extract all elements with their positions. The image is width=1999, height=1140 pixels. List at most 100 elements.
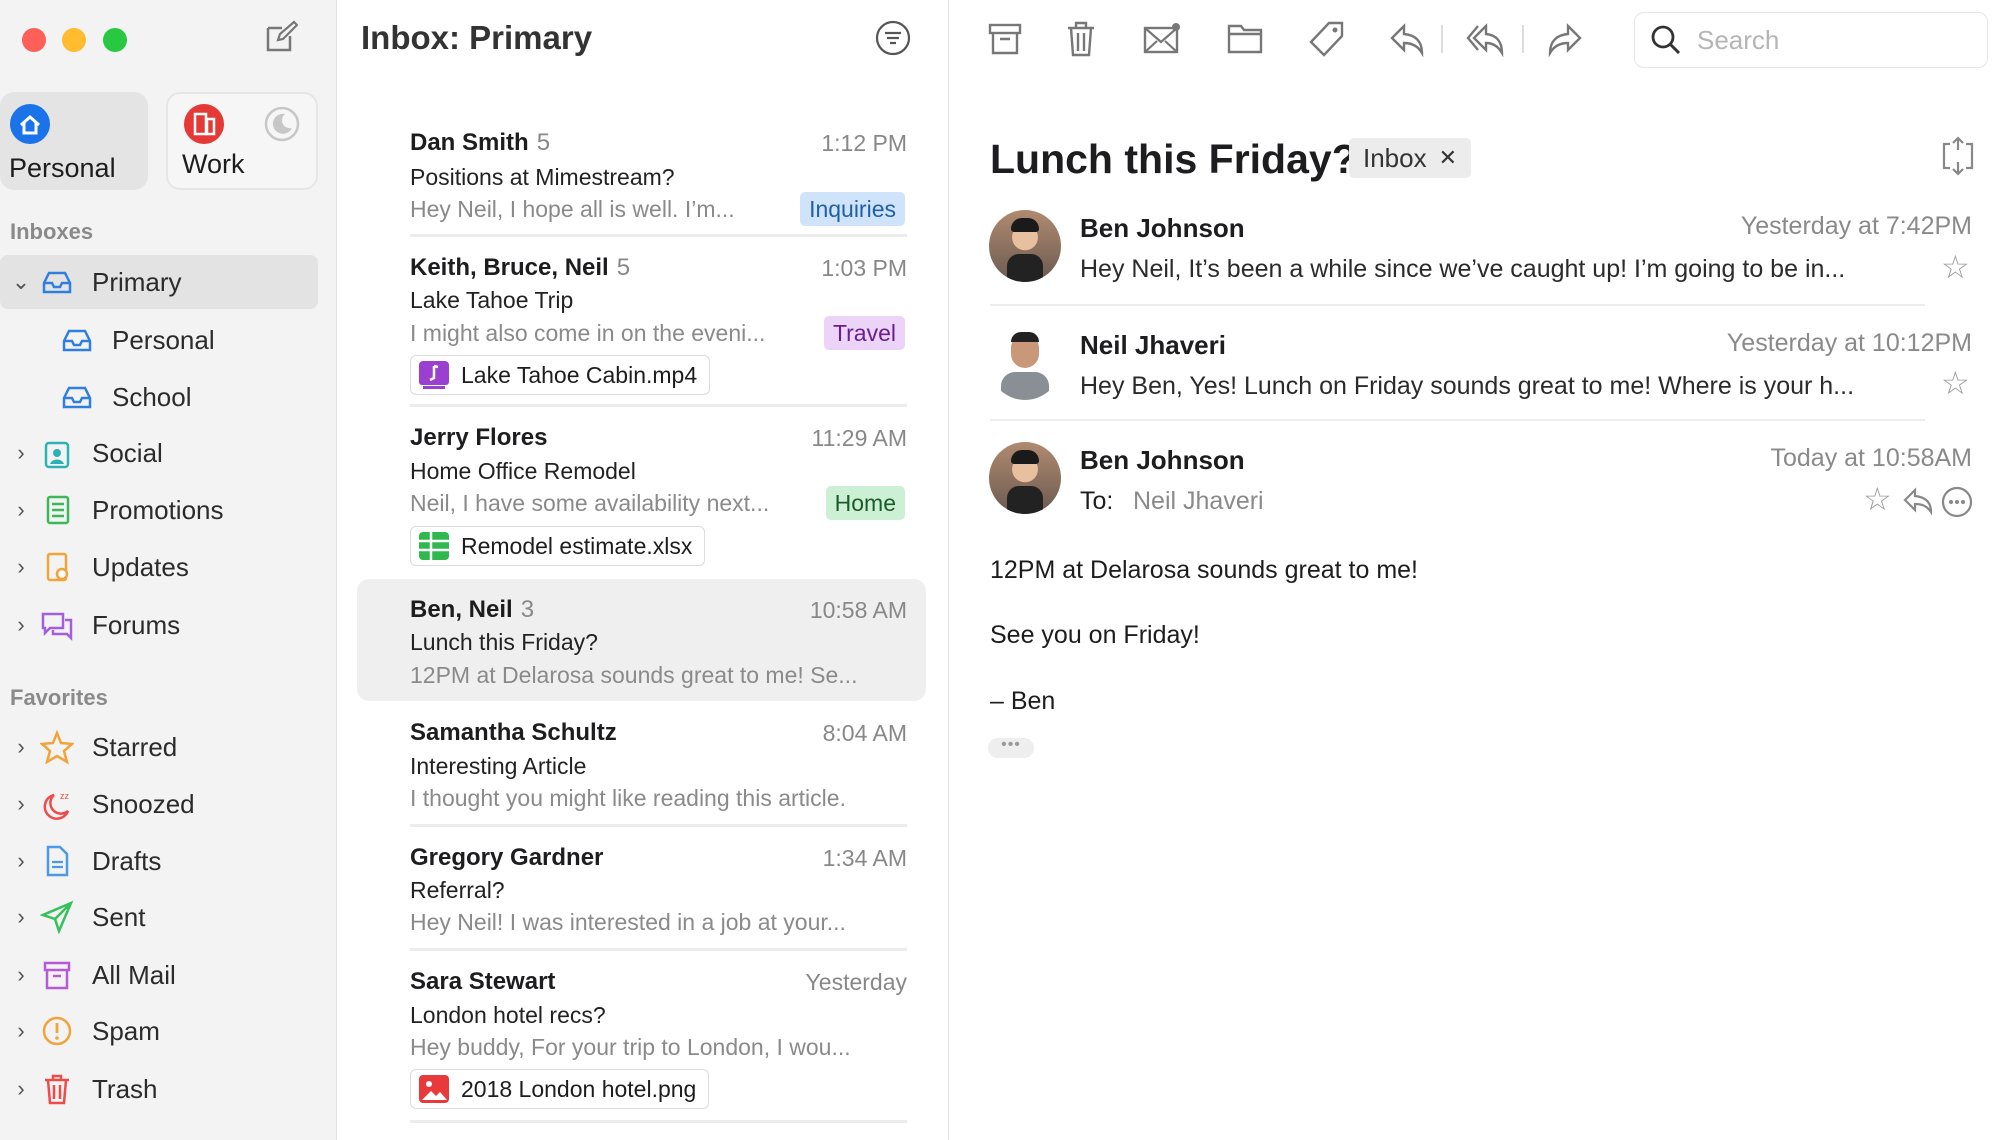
email-time: Yesterday xyxy=(805,969,907,995)
star-icon[interactable]: ☆ xyxy=(1863,481,1892,517)
star-icon[interactable]: ☆ xyxy=(1941,249,1970,285)
email-sender: Samantha Schultz xyxy=(410,719,617,746)
compose-icon[interactable] xyxy=(264,20,298,54)
thread-count: 3 xyxy=(520,596,535,623)
sidebar-item-label: Forums xyxy=(92,609,181,640)
label-tag[interactable]: Travel xyxy=(823,316,905,350)
chevron-right-icon[interactable]: › xyxy=(17,612,25,637)
minimize-window-button[interactable] xyxy=(62,28,86,52)
email-sender: Dan Smith xyxy=(410,129,529,156)
chevron-right-icon[interactable]: › xyxy=(17,1018,25,1043)
filter-icon[interactable] xyxy=(875,20,911,56)
chevron-right-icon[interactable]: › xyxy=(17,1076,25,1101)
email-row[interactable]: Dan Smith 5 1:12 PM Positions at Mimestre… xyxy=(410,127,907,237)
email-preview: I thought you might like reading this ar… xyxy=(410,785,846,811)
chevron-right-icon[interactable]: › xyxy=(17,848,25,873)
sidebar-item-updates[interactable]: › Updates xyxy=(0,540,320,594)
sidebar-item-label: Snoozed xyxy=(92,788,195,819)
chevron-right-icon[interactable]: › xyxy=(17,904,25,929)
reply-all-icon[interactable] xyxy=(1466,20,1506,58)
attachment-chip[interactable]: 2018 London hotel.png xyxy=(410,1069,710,1109)
tag-icon[interactable] xyxy=(1307,20,1347,58)
svg-text:zz: zz xyxy=(60,791,70,801)
email-time: 1:34 AM xyxy=(822,845,907,871)
email-row[interactable]: Sara Stewart Yesterday London hotel recs… xyxy=(410,966,907,1111)
archive-icon[interactable] xyxy=(985,20,1025,58)
search-input[interactable]: Search xyxy=(1634,12,1988,68)
show-quoted-text-button[interactable]: ••• xyxy=(988,737,1034,758)
zoom-window-button[interactable] xyxy=(103,28,127,52)
search-icon xyxy=(1651,25,1681,55)
draft-icon xyxy=(46,845,69,877)
chevron-down-icon[interactable]: ⌄ xyxy=(11,269,31,294)
email-row[interactable]: Gregory Gardner 1:34 AM Referral? Hey Ne… xyxy=(410,842,907,942)
sidebar-item-label: Sent xyxy=(92,901,146,932)
close-window-button[interactable] xyxy=(22,28,46,52)
email-row[interactable]: Samantha Schultz 8:04 AM Interesting Art… xyxy=(410,717,907,817)
reply-icon[interactable] xyxy=(1388,20,1428,58)
chevron-right-icon[interactable]: › xyxy=(17,554,25,579)
email-subject: Interesting Article xyxy=(410,753,587,779)
chevron-right-icon[interactable]: › xyxy=(17,962,25,987)
message-list-pane: Inbox: Primary Dan Smith 5 1:12 PM Positi… xyxy=(338,0,949,1140)
star-icon[interactable]: ☆ xyxy=(1941,365,1970,401)
forward-icon[interactable] xyxy=(1544,20,1584,58)
avatar xyxy=(989,328,1061,400)
email-subject: Referral? xyxy=(410,877,505,903)
sidebar-item-school[interactable]: School xyxy=(0,370,320,424)
forums-icon xyxy=(41,612,73,642)
trash-icon xyxy=(45,1074,69,1105)
divider xyxy=(410,948,907,951)
recipient[interactable]: Neil Jhaveri xyxy=(1133,487,1264,515)
updates-icon xyxy=(46,552,69,582)
email-subject: Positions at Mimestream? xyxy=(410,164,675,190)
email-row-selected[interactable]: Ben, Neil 3 10:58 AM Lunch this Friday? 1… xyxy=(410,594,907,694)
chevron-right-icon[interactable]: › xyxy=(17,440,25,465)
mark-unread-icon[interactable] xyxy=(1142,20,1182,58)
avatar xyxy=(989,442,1061,514)
email-preview: Hey Neil! I was interested in a job at y… xyxy=(410,909,846,935)
trash-icon[interactable] xyxy=(1061,20,1101,58)
sidebar-item-social[interactable]: › Social xyxy=(0,426,320,480)
chevron-right-icon[interactable]: › xyxy=(17,734,25,759)
inboxes-section-label: Inboxes xyxy=(10,219,94,244)
email-row[interactable]: Keith, Bruce, Neil 5 1:03 PM Lake Tahoe T… xyxy=(410,252,907,397)
label-tag[interactable]: Home xyxy=(825,486,905,520)
toolbar-separator xyxy=(1441,25,1443,53)
sidebar-item-forums[interactable]: › Forums xyxy=(0,598,320,652)
thread-subject: Lunch this Friday? xyxy=(990,136,1357,182)
email-time: 10:58 AM xyxy=(809,597,907,623)
sidebar-item-promotions[interactable]: › Promotions xyxy=(0,483,320,537)
toolbar-separator xyxy=(1522,25,1524,53)
sidebar-item-primary[interactable]: ⌄ Primary xyxy=(0,255,318,309)
sidebar-item-label: Personal xyxy=(112,324,215,355)
reply-icon[interactable] xyxy=(1902,486,1934,516)
account-work[interactable]: Work xyxy=(166,92,318,190)
avatar xyxy=(989,210,1061,282)
attachment-chip[interactable]: Lake Tahoe Cabin.mp4 xyxy=(410,355,711,395)
attachment-chip[interactable]: Remodel estimate.xlsx xyxy=(410,526,706,566)
sidebar-item-sent[interactable]: › Sent xyxy=(0,890,320,944)
sidebar-item-drafts[interactable]: › Drafts xyxy=(0,834,320,888)
remove-label-icon[interactable]: ✕ xyxy=(1438,145,1458,170)
image-file-icon xyxy=(419,1075,449,1103)
divider xyxy=(410,234,907,237)
sidebar-item-personal[interactable]: Personal xyxy=(0,313,320,367)
moon-icon[interactable] xyxy=(264,106,300,142)
account-label: Work xyxy=(182,149,245,179)
sidebar-item-starred[interactable]: › Starred xyxy=(0,720,320,774)
email-row[interactable]: Jerry Flores 11:29 AM Home Office Remode… xyxy=(410,422,907,567)
expand-icon[interactable] xyxy=(1940,136,1976,176)
label-tag[interactable]: Inquiries xyxy=(800,192,905,226)
chevron-right-icon[interactable]: › xyxy=(17,791,25,816)
sidebar-item-trash[interactable]: › Trash xyxy=(0,1062,320,1116)
more-options-icon[interactable] xyxy=(1941,486,1973,518)
sidebar-item-all-mail[interactable]: › All Mail xyxy=(0,948,320,1002)
account-personal[interactable]: Personal xyxy=(0,92,148,190)
folder-icon[interactable] xyxy=(1225,20,1265,58)
email-sender: Keith, Bruce, Neil xyxy=(410,254,609,281)
sidebar-item-spam[interactable]: › Spam xyxy=(0,1004,320,1058)
chevron-right-icon[interactable]: › xyxy=(17,497,25,522)
email-subject: London hotel recs? xyxy=(410,1002,606,1028)
sidebar-item-snoozed[interactable]: › zz Snoozed xyxy=(0,777,320,831)
